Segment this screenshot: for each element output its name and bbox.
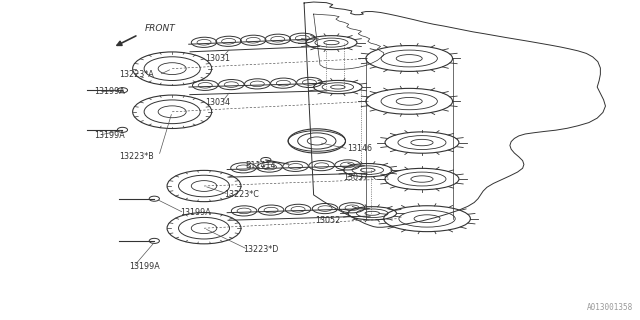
Text: 13223*C: 13223*C [225,190,259,199]
Text: 13223*A: 13223*A [120,70,154,79]
Text: 13037: 13037 [344,173,369,182]
Text: 13031: 13031 [205,54,230,63]
Text: 13223*D: 13223*D [244,245,279,254]
Text: FRONT: FRONT [145,24,175,33]
Text: 13199A: 13199A [129,262,159,271]
Text: 13223*B: 13223*B [120,152,154,161]
Text: A013001358: A013001358 [588,303,634,312]
Text: 13199A: 13199A [94,87,125,96]
Text: B11414: B11414 [245,161,275,170]
Text: 13199A: 13199A [180,208,211,218]
Text: 13146: 13146 [347,144,372,153]
Text: 13034: 13034 [205,99,230,108]
Text: 13199A: 13199A [94,131,125,140]
Text: 13052: 13052 [315,216,340,225]
